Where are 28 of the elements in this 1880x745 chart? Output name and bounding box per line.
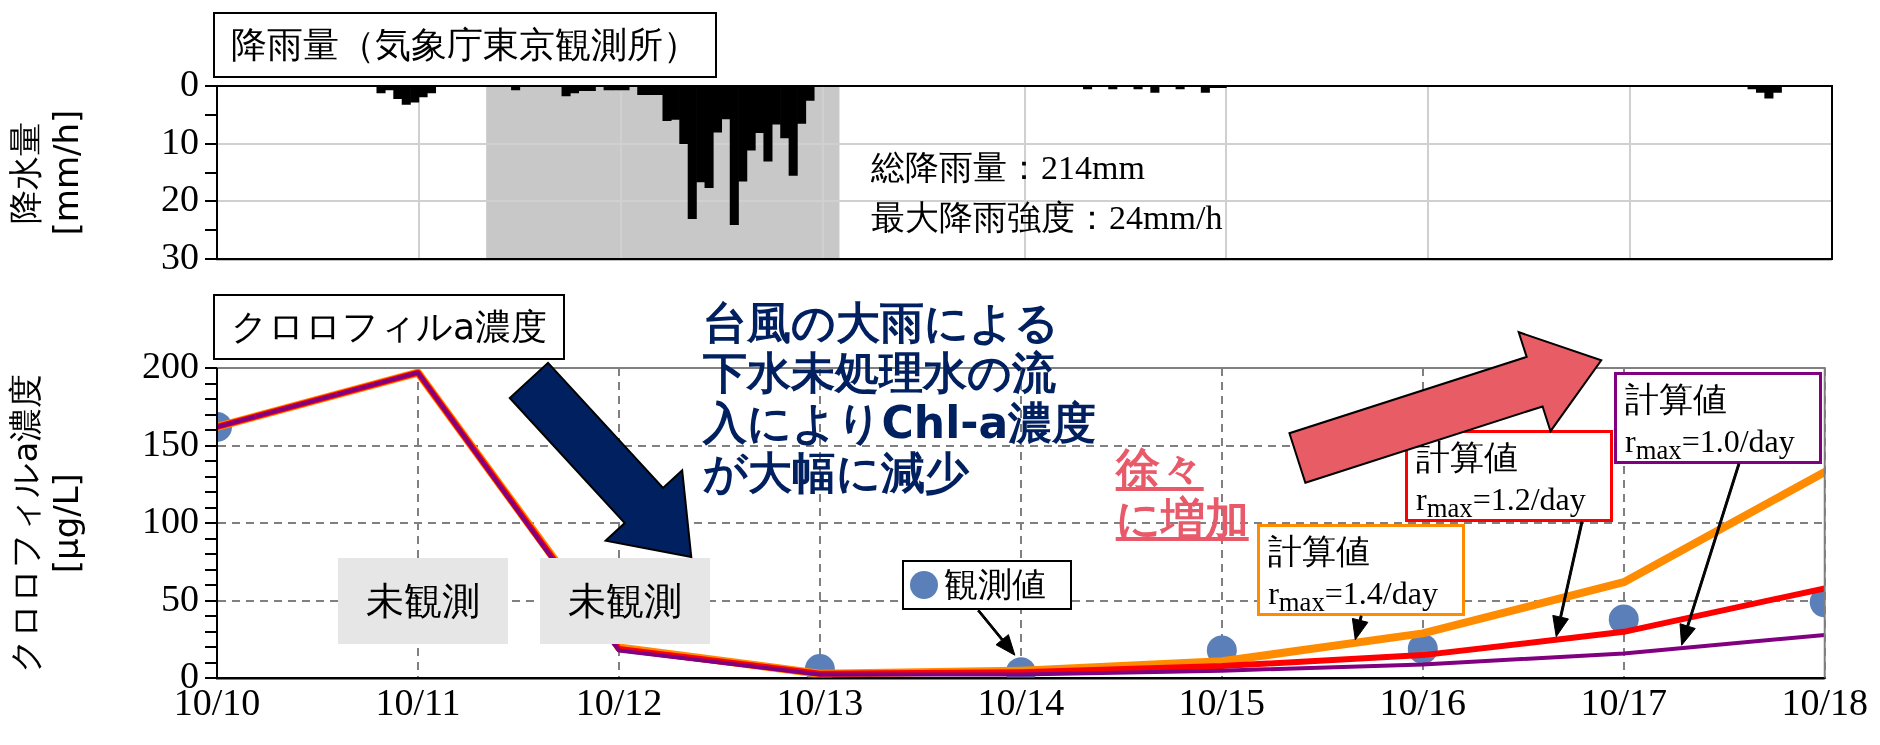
annotation: 最大降雨強度：24mm/h (871, 198, 1223, 239)
y-tick-label: 0 (180, 61, 199, 104)
x-tick-label: 10/11 (375, 681, 461, 724)
y-axis-title: クロロフィルa濃度 [μg/L] (5, 373, 87, 673)
y-tick-label: 10 (161, 119, 199, 162)
chart-title: クロロフィルa濃度 (213, 294, 566, 360)
annotation: 台風の大雨による下水未処理水の流入によりChl-a濃度が大幅に減少 (702, 297, 1097, 499)
x-tick-label: 10/16 (1379, 681, 1467, 724)
chart-title: 降雨量（気象庁東京観測所） (213, 12, 717, 78)
annotation: 未観測 (568, 577, 683, 625)
y-tick-label: 20 (161, 177, 199, 220)
y-axis-title: 降水量 [mm/h] (5, 109, 87, 236)
x-tick-label: 10/14 (977, 681, 1065, 724)
y-tick-label: 200 (142, 343, 199, 386)
y-tick-label: 150 (142, 421, 199, 464)
x-tick-label: 10/15 (1178, 681, 1266, 724)
series-label: 計算値 r$_{max}$=1.4/day (1268, 530, 1439, 620)
x-tick-label: 10/18 (1781, 681, 1868, 724)
x-tick-label: 10/12 (575, 681, 663, 724)
y-tick-label: 30 (161, 235, 199, 278)
y-tick-label: 50 (161, 576, 199, 619)
y-tick-label: 100 (142, 499, 199, 542)
x-tick-label: 10/17 (1580, 681, 1668, 724)
annotation: 総降雨量：214mm (871, 148, 1146, 189)
x-tick-label: 10/13 (776, 681, 864, 724)
text: 計算値 r$_{max}$=1.0/day (1625, 377, 1796, 468)
annotation: 未観測 (365, 577, 480, 625)
legend-label: 観測値 (943, 563, 1046, 607)
